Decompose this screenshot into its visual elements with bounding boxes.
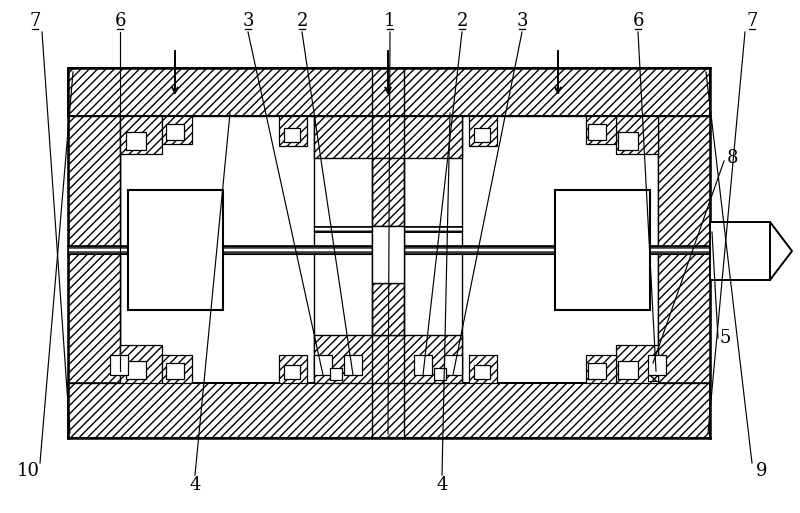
Bar <box>414 355 432 375</box>
Bar <box>372 283 404 335</box>
Bar <box>314 116 462 158</box>
Bar <box>586 116 616 144</box>
Text: 6: 6 <box>632 12 644 30</box>
Text: 3: 3 <box>242 12 254 30</box>
Bar <box>120 116 162 154</box>
Bar <box>444 355 462 375</box>
Bar <box>434 368 446 380</box>
Bar <box>616 345 658 383</box>
Bar <box>68 116 120 383</box>
Bar <box>120 116 314 383</box>
Text: 4: 4 <box>190 476 201 494</box>
Bar <box>469 355 497 383</box>
Text: 9: 9 <box>756 462 768 480</box>
Bar <box>68 383 710 438</box>
Bar <box>658 116 710 383</box>
Bar <box>120 345 162 383</box>
Bar <box>648 355 666 375</box>
Text: 6: 6 <box>114 12 126 30</box>
Bar <box>648 356 658 381</box>
Bar <box>555 190 650 310</box>
Bar <box>618 361 638 379</box>
Text: 1: 1 <box>384 12 396 30</box>
Bar <box>618 132 638 150</box>
Text: 8: 8 <box>727 149 738 167</box>
Bar <box>279 355 307 383</box>
Bar <box>314 226 462 232</box>
Bar <box>284 128 300 142</box>
Bar <box>372 226 404 283</box>
Bar <box>166 124 184 140</box>
Bar <box>279 116 307 146</box>
Text: 2: 2 <box>456 12 468 30</box>
Bar <box>314 355 332 375</box>
Bar <box>68 246 372 253</box>
Bar <box>586 355 616 383</box>
Bar <box>314 335 462 383</box>
Bar <box>330 368 342 380</box>
Bar <box>588 124 606 140</box>
Bar <box>126 132 146 150</box>
Bar <box>344 355 362 375</box>
Bar <box>372 158 404 226</box>
Bar <box>162 116 192 144</box>
Bar <box>128 190 223 310</box>
Text: 10: 10 <box>17 462 39 480</box>
Bar <box>616 116 658 154</box>
Bar <box>474 128 490 142</box>
Bar <box>588 363 606 379</box>
Text: 5: 5 <box>719 329 730 347</box>
Bar <box>68 68 710 116</box>
Bar <box>462 116 658 383</box>
Bar <box>162 355 192 383</box>
Text: 4: 4 <box>436 476 448 494</box>
Text: 2: 2 <box>296 12 308 30</box>
Bar <box>404 246 710 253</box>
Bar <box>284 365 300 379</box>
Text: 7: 7 <box>30 12 41 30</box>
Text: 7: 7 <box>746 12 758 30</box>
Bar <box>469 116 497 146</box>
Text: 3: 3 <box>516 12 528 30</box>
Polygon shape <box>770 222 792 280</box>
Bar <box>166 363 184 379</box>
Bar <box>110 355 128 375</box>
Bar <box>126 361 146 379</box>
Bar <box>710 222 770 280</box>
Bar <box>474 365 490 379</box>
